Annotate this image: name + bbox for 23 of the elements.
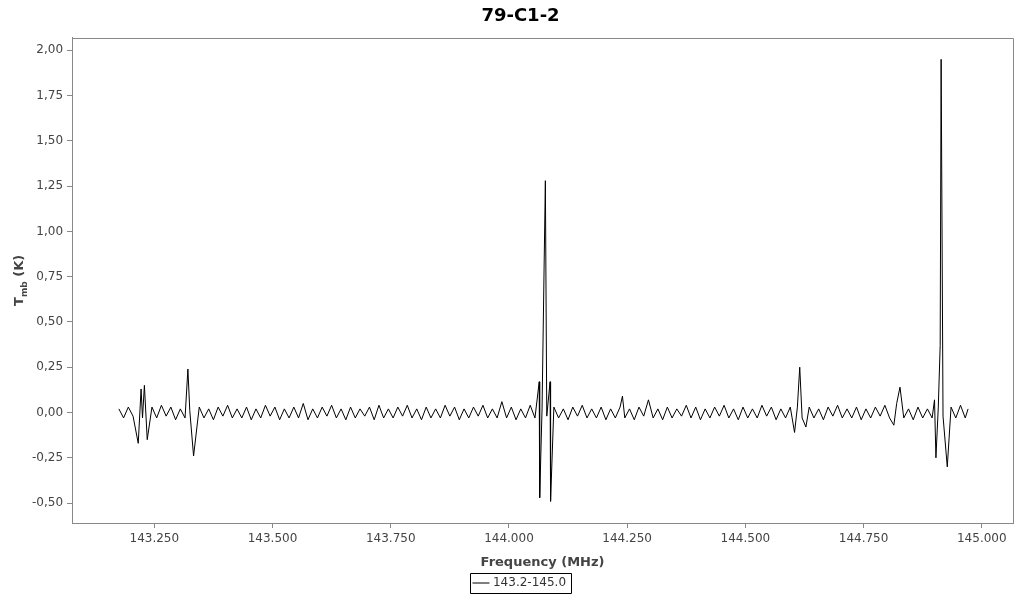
x-tick-label: 145.000 bbox=[956, 531, 1007, 546]
x-tick-label: 143.500 bbox=[247, 531, 298, 546]
y-tick-label: 0,00 bbox=[36, 404, 64, 419]
y-tick-label: 1,25 bbox=[36, 178, 64, 193]
y-tick-label: 1,75 bbox=[36, 87, 64, 102]
x-tick-label: 144.250 bbox=[602, 531, 652, 546]
y-tick-label: 0,75 bbox=[36, 268, 64, 283]
x-tick-label: 143.750 bbox=[365, 531, 416, 546]
x-tick-label: 144.000 bbox=[484, 531, 534, 546]
y-tick-label: -0,50 bbox=[31, 495, 64, 510]
y-tick-label: -0,25 bbox=[31, 449, 64, 464]
y-tick-label: 1,00 bbox=[36, 223, 64, 238]
y-tick-label: 0,50 bbox=[36, 314, 64, 329]
x-tick-label: 143.250 bbox=[129, 531, 180, 546]
chart-title: 79-C1-2 bbox=[481, 4, 560, 26]
y-axis-title: Tmb (K) bbox=[11, 254, 29, 306]
legend-label: 143.2-145.0 bbox=[492, 575, 567, 590]
x-tick-label: 144.500 bbox=[720, 531, 771, 546]
x-tick-label: 144.750 bbox=[838, 531, 889, 546]
x-axis-title: Frequency (MHz) bbox=[480, 553, 605, 569]
y-tick-label: 0,25 bbox=[36, 359, 64, 374]
y-tick-label: 2,00 bbox=[36, 42, 64, 57]
y-tick-label: 1,50 bbox=[36, 132, 64, 147]
